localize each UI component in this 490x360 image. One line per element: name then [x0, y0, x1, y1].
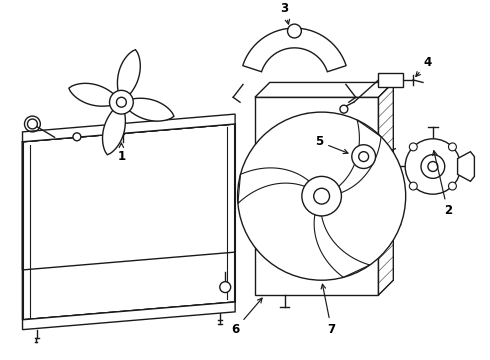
Text: 2: 2: [433, 151, 452, 217]
Circle shape: [27, 119, 37, 129]
Text: 1: 1: [117, 143, 125, 163]
Polygon shape: [378, 82, 393, 295]
Circle shape: [352, 145, 375, 168]
Circle shape: [73, 133, 81, 141]
Polygon shape: [23, 302, 235, 330]
Circle shape: [428, 162, 438, 171]
Polygon shape: [458, 152, 474, 181]
Circle shape: [359, 152, 368, 162]
Text: 3: 3: [280, 2, 290, 24]
Circle shape: [409, 143, 417, 151]
Circle shape: [220, 282, 231, 293]
Circle shape: [448, 182, 456, 190]
Polygon shape: [378, 73, 403, 87]
Circle shape: [405, 139, 461, 194]
Circle shape: [238, 112, 406, 280]
Polygon shape: [102, 109, 125, 155]
Circle shape: [314, 188, 330, 204]
Polygon shape: [243, 28, 346, 72]
Polygon shape: [23, 124, 235, 320]
Text: 7: 7: [321, 284, 336, 336]
Polygon shape: [23, 124, 235, 270]
Text: 5: 5: [315, 135, 348, 154]
Circle shape: [117, 97, 126, 107]
Circle shape: [409, 182, 417, 190]
Polygon shape: [255, 97, 378, 295]
Text: 6: 6: [231, 298, 262, 336]
Polygon shape: [23, 114, 235, 142]
Circle shape: [302, 176, 342, 216]
Polygon shape: [255, 82, 393, 97]
Circle shape: [340, 105, 348, 113]
Circle shape: [110, 90, 133, 114]
Circle shape: [288, 24, 301, 38]
Polygon shape: [118, 50, 140, 95]
Circle shape: [421, 155, 445, 178]
Circle shape: [448, 143, 456, 151]
Text: 4: 4: [416, 56, 432, 76]
Polygon shape: [128, 98, 174, 121]
Polygon shape: [69, 83, 115, 106]
